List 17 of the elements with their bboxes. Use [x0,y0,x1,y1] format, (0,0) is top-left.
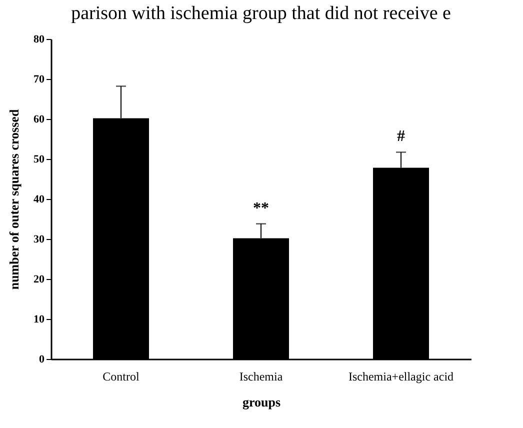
annotation: ** [253,200,269,217]
y-tick-label: 70 [34,74,45,86]
x-axis-title: groups [242,394,281,410]
annotation: # [397,128,405,146]
x-tick-label: Ischemia+ellagic acid [348,370,454,384]
text: parison with ischemia group that did not receive e [71,3,451,24]
y-axis-title: number of outer squares crossed [6,108,22,290]
x-tick-label: Ischemia [239,370,284,384]
y-tick-label: 80 [34,34,45,46]
y-tick-label: 20 [34,274,45,286]
y-tick-label: 30 [34,234,45,246]
x-tick-label: Control [102,370,140,384]
y-tick-label: 40 [34,194,45,206]
y-tick-label: 0 [39,354,45,366]
y-tick-label: 60 [34,114,45,126]
y-tick-label: 10 [34,314,45,326]
y-tick-label: 50 [34,154,45,166]
